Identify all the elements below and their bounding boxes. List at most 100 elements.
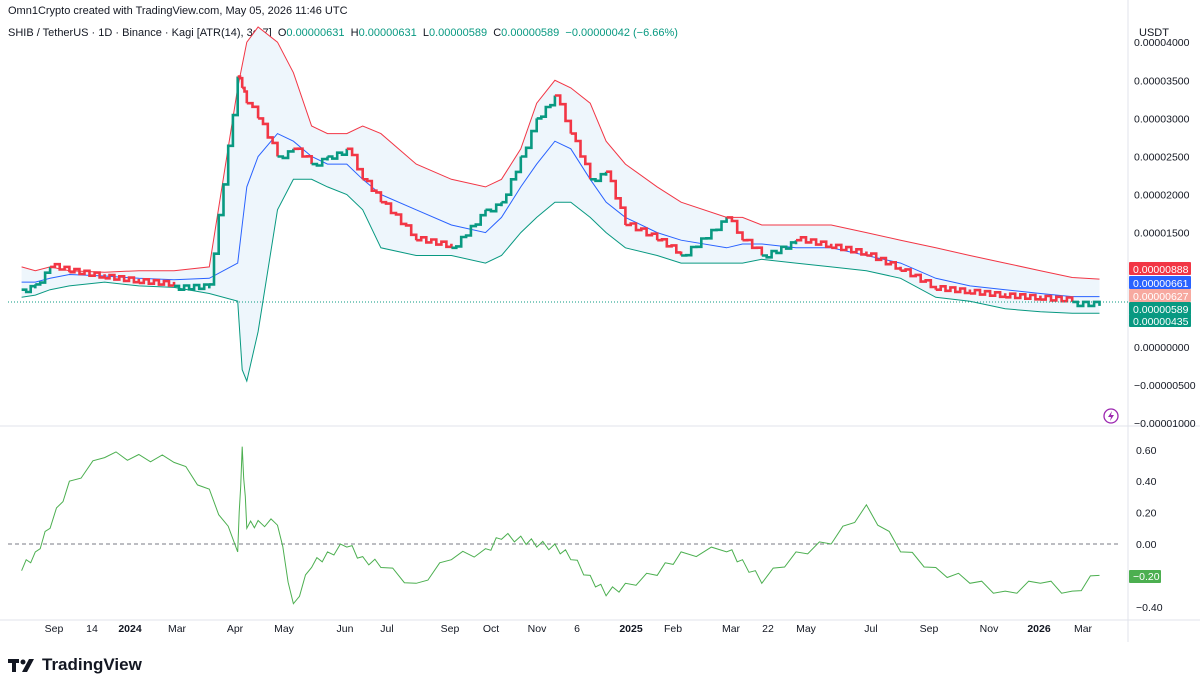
kagi-segment [657, 238, 683, 256]
kagi-segment [554, 94, 573, 134]
oscillator-axis-tick: −0.40 [1136, 602, 1163, 614]
oscillator-axis-tick: 0.20 [1136, 508, 1157, 520]
kagi-segment [258, 117, 279, 157]
kagi-segment [866, 252, 902, 271]
kagi-segment [246, 101, 260, 119]
time-axis-tick: 2024 [118, 623, 142, 635]
kagi-segment [570, 132, 592, 180]
high-label: H [350, 27, 359, 39]
kagi-segment [831, 243, 868, 256]
kagi-segment [35, 266, 52, 286]
price-badge [1129, 314, 1191, 327]
time-axis-tick: Sep [45, 623, 64, 635]
price-axis-tick: 0.00001500 [1134, 228, 1190, 240]
band-fill [21, 27, 1100, 382]
upper-band-line [21, 26, 1100, 280]
time-axis-tick: 2025 [619, 623, 643, 635]
kagi-segment [362, 178, 383, 203]
time-axis-tick: Oct [483, 623, 499, 635]
kagi-segment [311, 156, 329, 167]
open-label: O [277, 27, 287, 39]
kagi-segment [625, 222, 659, 241]
oscillator-line [21, 446, 1100, 605]
tradingview-brand: TradingView [8, 655, 142, 675]
time-axis-tick: Jul [380, 623, 393, 635]
kagi-segment [380, 200, 418, 241]
kagi-segment [104, 273, 141, 284]
currency-label[interactable]: USDT [1139, 27, 1169, 39]
kagi-segment [681, 217, 728, 257]
symbol-title: SHIB / TetherUS · 1D · Binance · Kagi [A… [8, 27, 272, 39]
symbol-legend: SHIB / TetherUS · 1D · Binance · Kagi [A… [8, 27, 678, 39]
high-value: 0.00000631 [358, 27, 417, 39]
price-axis-tick: 0.00000000 [1134, 342, 1190, 354]
kagi-segment [742, 238, 764, 256]
tradingview-logo-icon [8, 659, 34, 672]
oscillator-value-badge [1129, 570, 1161, 583]
time-axis-tick: Sep [441, 623, 460, 635]
price-axis-tick: 0.00002500 [1134, 151, 1190, 163]
kagi-segment [242, 86, 249, 104]
price-axis-tick: −0.00001000 [1134, 418, 1196, 430]
time-axis-tick: Sep [920, 623, 939, 635]
kagi-segment [520, 118, 538, 158]
attribution-text: Omn1Crypto created with TradingView.com,… [8, 5, 348, 17]
kagi-segment [50, 262, 71, 273]
kagi-segment [1072, 300, 1101, 308]
time-axis-tick: May [274, 623, 295, 635]
kagi-segment [21, 284, 37, 294]
price-badge [1129, 276, 1191, 289]
time-axis-tick: 6 [574, 623, 580, 635]
price-badge-label: 0.00000661 [1133, 278, 1189, 290]
kagi-segment [346, 147, 364, 180]
price-badge [1129, 289, 1191, 302]
time-axis-tick: Nov [980, 623, 999, 635]
time-axis-tick: Mar [1074, 623, 1093, 635]
lightning-icon[interactable] [1103, 408, 1119, 424]
kagi-segment [536, 95, 557, 120]
close-label: C [493, 27, 502, 39]
time-axis-tick: 2026 [1027, 623, 1051, 635]
kagi-segment [606, 170, 627, 225]
kagi-segment [485, 202, 503, 213]
time-axis-tick: Jul [864, 623, 877, 635]
time-axis-tick: 14 [86, 623, 98, 635]
kagi-segment [935, 285, 972, 295]
oscillator-axis-tick: 0.00 [1136, 539, 1157, 551]
kagi-segment [69, 267, 106, 279]
kagi-segment [761, 240, 798, 259]
change-value: −0.00000042 (−6.66%) [565, 27, 678, 39]
price-badge-label: 0.00000435 [1133, 316, 1189, 328]
oscillator-axis-tick: 0.40 [1136, 476, 1157, 488]
low-label: L [422, 27, 429, 39]
time-axis-tick: Jun [337, 623, 354, 635]
price-badge-label: 0.00000627 [1133, 291, 1189, 303]
kagi-segment [969, 288, 1007, 299]
kagi-segment [209, 76, 239, 286]
kagi-segment [416, 236, 453, 249]
open-value: 0.00000631 [286, 27, 345, 39]
close-value: 0.00000589 [501, 27, 560, 39]
price-badge [1129, 262, 1191, 275]
kagi-segment [138, 278, 176, 287]
kagi-segment [1040, 294, 1074, 303]
price-axis-tick: 0.00004000 [1134, 37, 1190, 49]
time-axis-tick: Feb [664, 623, 682, 635]
kagi-segment [590, 171, 608, 183]
price-axis-tick: 0.00002000 [1134, 190, 1190, 202]
time-axis-tick: May [796, 623, 817, 635]
kagi-segment [277, 148, 295, 160]
price-axis-tick: 0.00003000 [1134, 113, 1190, 125]
price-badge [1129, 302, 1191, 315]
time-axis-tick: Apr [227, 623, 244, 635]
kagi-segment [1005, 292, 1042, 301]
kagi-segment [327, 148, 349, 160]
time-axis-tick: Mar [168, 623, 187, 635]
kagi-segment [501, 156, 523, 204]
brand-name: TradingView [42, 655, 142, 674]
price-badge-label: 0.00000589 [1133, 304, 1189, 316]
time-axis-tick: Mar [722, 623, 741, 635]
time-axis-tick: Nov [528, 623, 547, 635]
low-value: 0.00000589 [428, 27, 488, 39]
